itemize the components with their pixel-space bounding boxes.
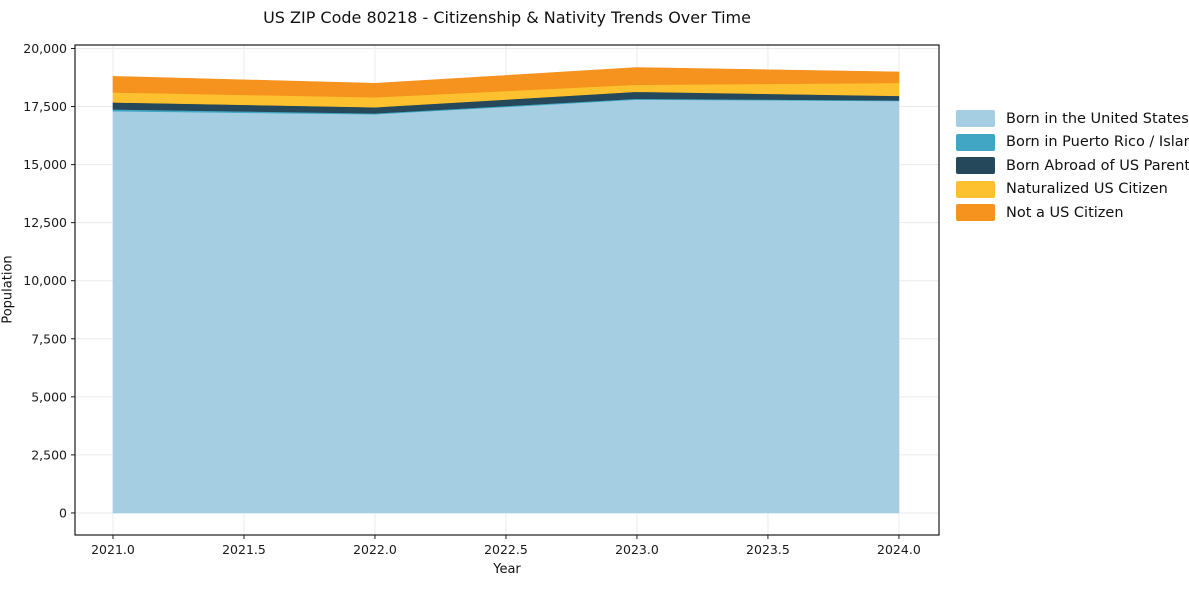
legend-label: Not a US Citizen (1006, 204, 1124, 221)
y-axis-label: Population (0, 255, 16, 324)
x-tick-label: 2022.0 (353, 542, 397, 557)
plot-frame (74, 44, 940, 536)
legend-swatch-icon (956, 204, 995, 221)
legend-label: Naturalized US Citizen (1006, 181, 1168, 197)
x-tick-label: 2021.5 (222, 542, 266, 557)
y-tick-label: 2,500 (31, 447, 67, 462)
legend-item-2: Born Abroad of US Parent(s) (956, 157, 1189, 174)
x-tick-label: 2021.0 (91, 542, 135, 557)
legend-swatch-icon (956, 180, 995, 198)
y-tick-label: 15,000 (23, 157, 67, 172)
legend-swatch-icon (956, 110, 995, 127)
area-series-4 (112, 67, 900, 98)
x-tick-label: 2022.5 (484, 542, 528, 557)
area-series-0 (112, 99, 900, 514)
x-axis-label: Year (493, 562, 521, 577)
y-tick-label: 17,500 (23, 99, 67, 114)
x-tick-label: 2023.5 (746, 542, 790, 557)
legend-swatch-icon (956, 133, 995, 151)
x-tick-label: 2024.0 (877, 542, 921, 557)
y-tick-label: 20,000 (23, 41, 67, 56)
y-tick-label: 12,500 (23, 215, 67, 230)
y-tick-label: 0 (59, 505, 67, 520)
legend-item-4: Not a US Citizen (956, 204, 1189, 221)
legend-label: Born Abroad of US Parent(s) (1006, 157, 1189, 174)
legend-item-3: Naturalized US Citizen (956, 180, 1189, 198)
y-tick-label: 7,500 (31, 331, 67, 346)
legend-item-1: Born in Puerto Rico / Islands (956, 133, 1189, 151)
legend-item-0: Born in the United States (956, 110, 1189, 127)
x-tick-label: 2023.0 (615, 542, 659, 557)
y-tick-label: 5,000 (31, 389, 67, 404)
y-tick-label: 10,000 (23, 273, 67, 288)
legend-label: Born in Puerto Rico / Islands (1006, 134, 1189, 150)
legend-label: Born in the United States (1006, 110, 1189, 127)
chart-title: US ZIP Code 80218 - Citizenship & Nativi… (263, 8, 751, 27)
legend: Born in the United States Born in Puerto … (956, 110, 1189, 228)
legend-swatch-icon (956, 157, 995, 174)
